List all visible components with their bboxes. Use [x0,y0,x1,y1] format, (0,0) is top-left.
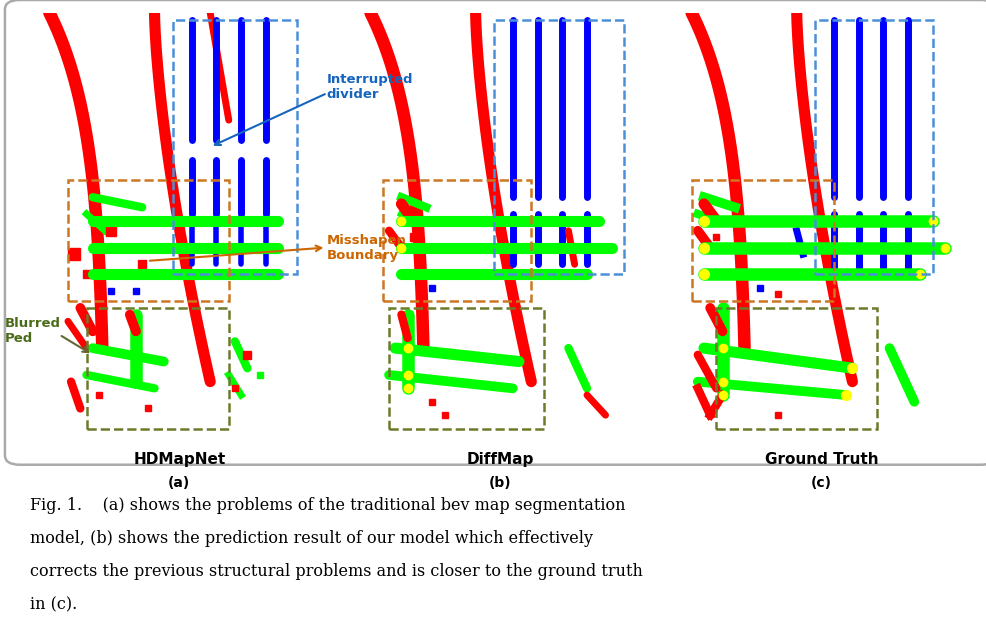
Text: (b): (b) [489,476,512,490]
Bar [815,19,933,274]
Text: Ground Truth: Ground Truth [765,452,879,467]
Text: Fig. 1.    (a) shows the problems of the traditional bev map segmentation: Fig. 1. (a) shows the problems of the tr… [30,497,625,514]
Text: DiffMap: DiffMap [466,452,534,467]
Text: (c): (c) [811,476,832,490]
Text: Misshapen
Boundary: Misshapen Boundary [326,233,406,262]
Text: Interrupted
divider: Interrupted divider [326,72,413,101]
Text: in (c).: in (c). [30,597,77,614]
Bar [389,308,543,429]
Bar [691,181,834,301]
Bar [87,308,229,429]
Text: corrects the previous structural problems and is closer to the ground truth: corrects the previous structural problem… [30,563,643,581]
Text: model, (b) shows the prediction result of our model which effectively: model, (b) shows the prediction result o… [30,530,593,547]
Bar [174,19,297,274]
Bar [717,308,878,429]
Bar [494,19,624,274]
Text: Blurred
Ped: Blurred Ped [5,317,61,345]
Text: HDMapNet: HDMapNet [133,452,226,467]
Text: (a): (a) [169,476,190,490]
Bar [68,181,229,301]
Bar [383,181,531,301]
